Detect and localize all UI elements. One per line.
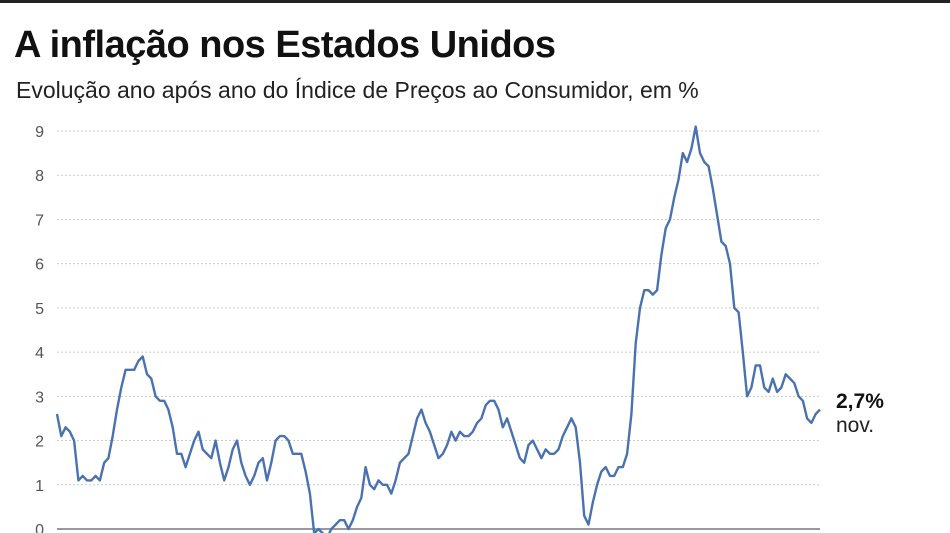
y-tick-label: 7 — [35, 212, 44, 229]
chart-subtitle: Evolução ano após ano do Índice de Preço… — [16, 77, 699, 103]
y-tick-label: 0 — [35, 522, 44, 533]
inflation-line — [55, 125, 821, 533]
last-month-label: nov. — [836, 414, 874, 437]
y-tick-label: 5 — [35, 301, 44, 318]
y-tick-label: 4 — [35, 345, 44, 362]
y-tick-label: 9 — [35, 124, 44, 141]
y-tick-label: 6 — [35, 257, 44, 274]
y-tick-label: 8 — [35, 168, 44, 185]
top-rule — [0, 0, 950, 3]
y-tick-label: 3 — [35, 389, 44, 406]
y-tick-label: 2 — [35, 434, 44, 451]
last-value-label: 2,7% — [836, 390, 884, 413]
y-tick-label: 1 — [35, 478, 44, 495]
chart-title: A inflação nos Estados Unidos — [14, 24, 556, 66]
